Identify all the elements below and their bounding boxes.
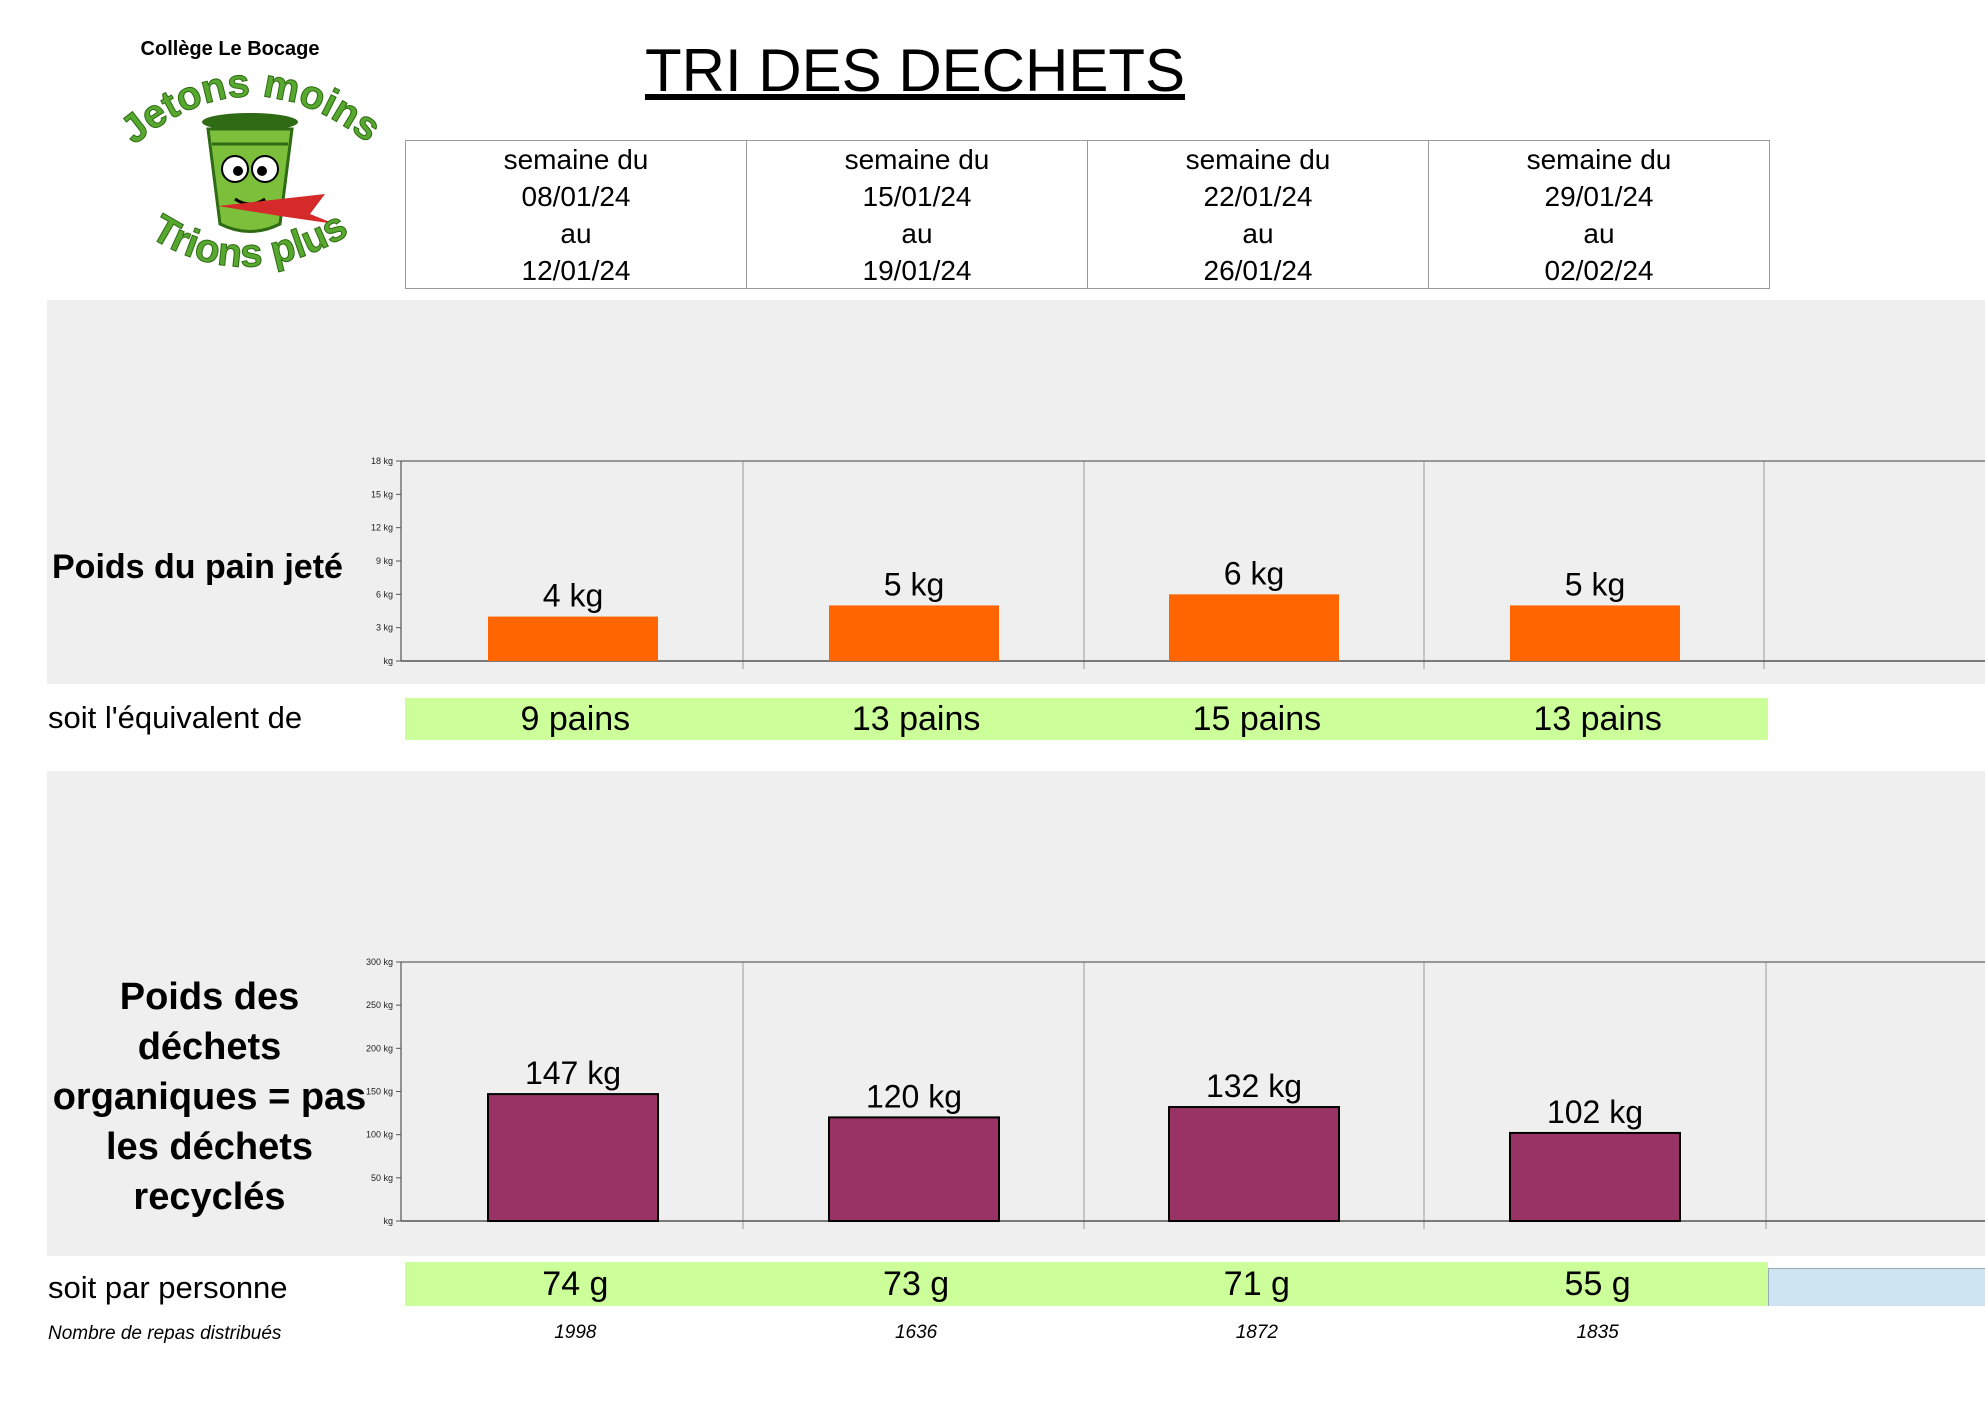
organic-y-tick-label: 150 kg — [366, 1087, 393, 1097]
organic-chart: kg 50 kg 100 kg 150 kg 200 kg 250 kg 300 kg 147… — [366, 957, 1985, 1229]
bread-bar — [1169, 594, 1339, 661]
logo: Jetons moins Trions plus — [112, 74, 389, 277]
organic-y-tick-label: 50 kg — [371, 1173, 393, 1183]
meals-row: 1998 1636 1872 1835 — [405, 1322, 1768, 1344]
organic-data-label: 102 kg — [1547, 1094, 1643, 1130]
organic-y-tick-label: 300 kg — [366, 957, 393, 967]
meals-cell: 1636 — [894, 1322, 938, 1343]
organic-data-label: 147 kg — [525, 1055, 621, 1091]
bread-y-tick-label: 9 kg — [376, 556, 393, 566]
bread-y-tick-label: 18 kg — [371, 456, 393, 466]
page-title: TRI DES DECHETS — [644, 37, 1186, 104]
bread-weight-label: Poids du pain jeté — [52, 548, 343, 586]
school-name: Collège Le Bocage — [140, 38, 320, 60]
bread-y-tick-label: 12 kg — [371, 523, 393, 533]
bread-y-tick-label: 15 kg — [371, 489, 393, 499]
logo-mascot-icon — [202, 113, 335, 233]
bread-y-tick-label: kg — [383, 656, 393, 666]
week-start: 08/01/24 — [521, 180, 631, 212]
organic-y-tick-label: 200 kg — [366, 1043, 393, 1053]
bread-equivalent-row: 9 pains 13 pains 15 pains 13 pains — [405, 698, 1768, 740]
week-end: 02/02/24 — [1544, 254, 1654, 286]
bread-bar — [1510, 605, 1680, 661]
organic-bar — [1168, 1106, 1340, 1223]
meals-cell: 1998 — [554, 1322, 597, 1343]
equivalent-cell: 9 pains — [520, 699, 631, 738]
week-header-4: semaine du 29/01/24 au 02/02/24 — [1429, 141, 1769, 288]
equivalent-label: soit l'équivalent de — [48, 700, 303, 735]
blank-cell — [1768, 1268, 1985, 1306]
week-end: 12/01/24 — [521, 254, 631, 286]
equivalent-cell: 13 pains — [851, 699, 981, 738]
week-start: 22/01/24 — [1203, 180, 1313, 212]
per-person-row: 74 g 73 g 71 g 55 g — [405, 1262, 1768, 1306]
bread-data-label: 4 kg — [543, 578, 603, 614]
organic-bar — [828, 1116, 1000, 1223]
week-label: semaine du — [1526, 143, 1672, 175]
week-end: 26/01/24 — [1203, 254, 1313, 286]
organic-y-tick-label: 100 kg — [366, 1130, 393, 1140]
bread-y-tick-label: 6 kg — [376, 589, 393, 599]
organic-bar — [1509, 1131, 1681, 1222]
per-person-cell: 74 g — [542, 1264, 609, 1303]
weeks-header: semaine du 08/01/24 au 12/01/24 semaine … — [405, 140, 1770, 289]
bread-y-tick-label: 3 kg — [376, 623, 393, 633]
week-label: semaine du — [1185, 143, 1331, 175]
week-start: 29/01/24 — [1544, 180, 1654, 212]
week-header-1: semaine du 08/01/24 au 12/01/24 — [406, 141, 747, 288]
meals-cell: 1835 — [1576, 1322, 1619, 1343]
week-label: semaine du — [844, 143, 990, 175]
week-start: 15/01/24 — [862, 180, 972, 212]
organic-data-label: 132 kg — [1206, 1068, 1302, 1104]
organic-weight-label: Poids des déchets organiques = pas les d… — [52, 976, 367, 1218]
bread-data-label: 5 kg — [1565, 566, 1625, 602]
week-to: au — [1583, 217, 1615, 249]
week-end: 19/01/24 — [862, 254, 972, 286]
bread-data-label: 5 kg — [884, 566, 944, 602]
week-label: semaine du — [503, 143, 649, 175]
per-person-label: soit par personne — [48, 1270, 288, 1305]
bread-data-label: 6 kg — [1224, 555, 1284, 591]
bread-chart: kg 3 kg 6 kg 9 kg 12 kg 15 kg 18 kg 4 kg 5 kg 6 k… — [371, 456, 1985, 669]
organic-y-tick-label: 250 kg — [366, 1000, 393, 1010]
week-header-3: semaine du 22/01/24 au 26/01/24 — [1088, 141, 1429, 288]
bread-bar — [488, 616, 658, 661]
organic-data-label: 120 kg — [866, 1078, 962, 1114]
meals-cell: 1872 — [1235, 1322, 1279, 1343]
per-person-cell: 55 g — [1564, 1264, 1631, 1303]
week-to: au — [1242, 217, 1274, 249]
organic-y-tick-label: kg — [383, 1216, 393, 1226]
per-person-cell: 73 g — [883, 1264, 950, 1303]
organic-bar — [487, 1093, 659, 1222]
equivalent-cell: 13 pains — [1533, 699, 1662, 738]
equivalent-cell: 15 pains — [1192, 699, 1322, 738]
meals-label: Nombre de repas distribués — [48, 1323, 282, 1344]
bread-bar — [829, 605, 999, 661]
week-to: au — [901, 217, 933, 249]
week-header-2: semaine du 15/01/24 au 19/01/24 — [747, 141, 1088, 288]
week-to: au — [560, 217, 592, 249]
per-person-cell: 71 g — [1223, 1264, 1290, 1303]
